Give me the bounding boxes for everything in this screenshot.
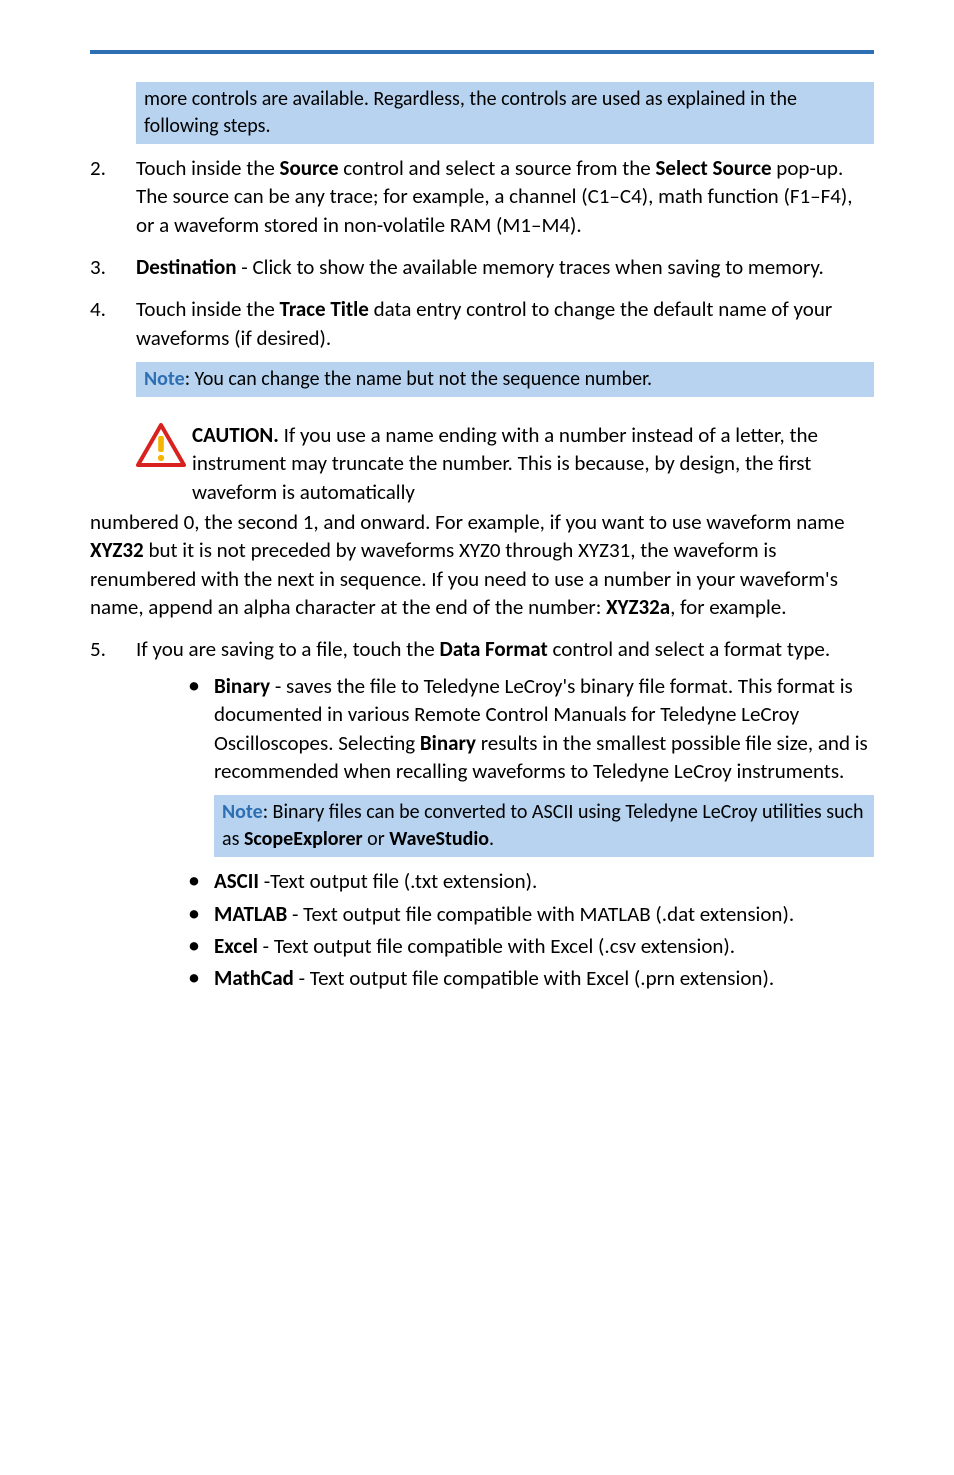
format-mathcad: MathCad - Text output file compatible wi… — [182, 964, 874, 992]
list-content: Touch inside the Source control and sele… — [136, 154, 874, 239]
format-list: Binary - saves the file to Teledyne LeCr… — [136, 672, 874, 993]
note-label: Note — [144, 367, 185, 391]
item5-text: If you are saving to a file, touch the D… — [136, 635, 874, 663]
top-rule — [90, 50, 874, 54]
warning-icon — [136, 421, 192, 474]
numbered-list: 2. Touch inside the Source control and s… — [90, 154, 874, 407]
list-item-2: 2. Touch inside the Source control and s… — [90, 154, 874, 239]
note-box-binary: Note: Binary files can be converted to A… — [214, 795, 874, 857]
list-item-3: 3. Destination - Click to show the avail… — [90, 253, 874, 281]
page: more controls are available. Regardless,… — [0, 0, 954, 1071]
format-text: Excel - Text output file compatible with… — [214, 932, 874, 960]
caution-continuation: numbered 0, the second 1, and onward. Fo… — [90, 508, 874, 621]
format-ascii: ASCII -Text output file (.txt extension)… — [182, 867, 874, 895]
format-matlab: MATLAB - Text output file compatible wit… — [182, 900, 874, 928]
caution-lead: CAUTION. If you use a name ending with a… — [192, 421, 874, 506]
list-content: If you are saving to a file, touch the D… — [136, 635, 874, 996]
list-number: 5. — [90, 635, 136, 996]
list-content: Destination - Click to show the availabl… — [136, 253, 874, 281]
note-text: : You can change the name but not the se… — [185, 367, 652, 391]
list-number: 3. — [90, 253, 136, 281]
format-text: ASCII -Text output file (.txt extension)… — [214, 867, 874, 895]
list-number: 4. — [90, 295, 136, 407]
list-item-4: 4. Touch inside the Trace Title data ent… — [90, 295, 874, 407]
list-item-5: 5. If you are saving to a file, touch th… — [90, 635, 874, 996]
item4-text: Touch inside the Trace Title data entry … — [136, 295, 874, 352]
note-box-item4: Note: You can change the name but not th… — [136, 362, 874, 397]
note-text: more controls are available. Regardless,… — [144, 87, 797, 138]
list-content: Touch inside the Trace Title data entry … — [136, 295, 874, 407]
note-text: : Binary files can be converted to ASCII… — [222, 800, 864, 851]
caution-block: CAUTION. If you use a name ending with a… — [90, 421, 874, 621]
format-text: Binary - saves the file to Teledyne LeCr… — [214, 672, 874, 785]
caution-label: CAUTION. — [192, 422, 279, 448]
caution-lead-text: If you use a name ending with a number i… — [192, 422, 818, 505]
note-box-top: more controls are available. Regardless,… — [136, 82, 874, 144]
format-excel: Excel - Text output file compatible with… — [182, 932, 874, 960]
format-text: MATLAB - Text output file compatible wit… — [214, 900, 874, 928]
list-number: 2. — [90, 154, 136, 239]
format-binary: Binary - saves the file to Teledyne LeCr… — [182, 672, 874, 857]
format-text: MathCad - Text output file compatible wi… — [214, 964, 874, 992]
numbered-list-cont: 5. If you are saving to a file, touch th… — [90, 635, 874, 996]
note-label: Note — [222, 800, 263, 824]
